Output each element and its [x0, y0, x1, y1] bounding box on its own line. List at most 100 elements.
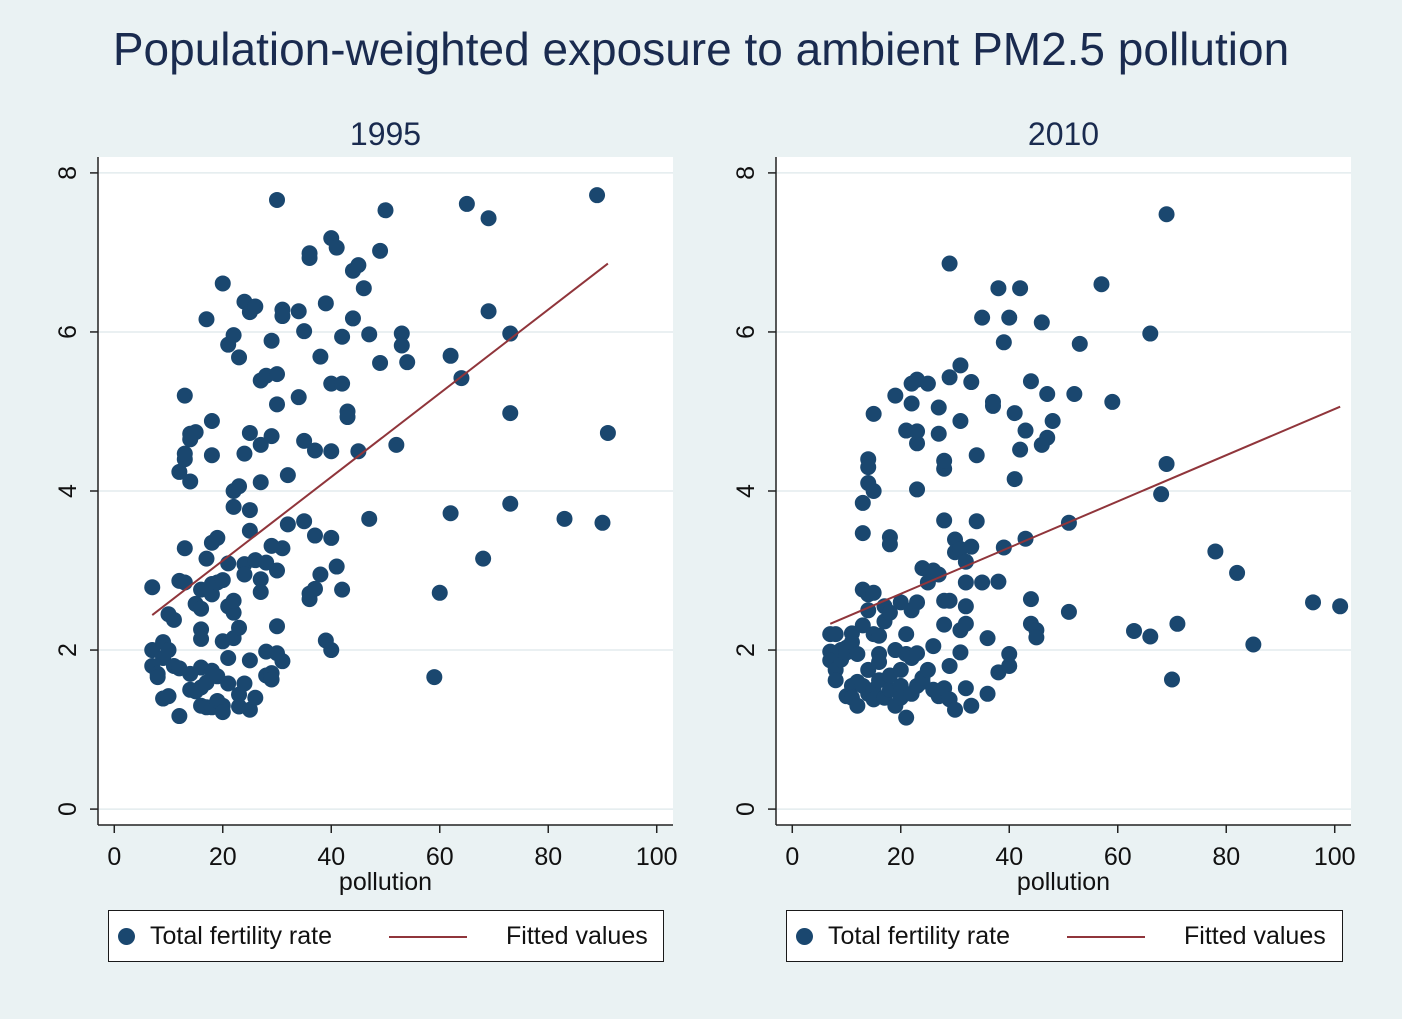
data-point [361, 510, 378, 527]
subplot-title: 2010 [1028, 116, 1099, 152]
data-point [854, 494, 871, 511]
data-point [269, 366, 286, 383]
data-point [1207, 543, 1224, 560]
data-point [990, 280, 1007, 297]
data-point [388, 436, 405, 453]
y-tick-label: 6 [54, 325, 82, 339]
data-point [1001, 657, 1018, 674]
legend-label-fitted: Fitted values [506, 922, 648, 950]
y-tick-label: 0 [732, 802, 760, 816]
data-point [377, 202, 394, 219]
data-point [193, 630, 210, 647]
data-point [860, 459, 877, 476]
data-point [963, 374, 980, 391]
legend-line-icon [389, 936, 467, 938]
data-point [480, 303, 497, 320]
data-point [236, 675, 253, 692]
data-point [334, 375, 351, 392]
data-point [1033, 314, 1050, 331]
data-point [1071, 335, 1088, 352]
data-point [892, 661, 909, 678]
data-point [231, 619, 248, 636]
data-point [203, 413, 220, 430]
x-tick-label: 20 [887, 843, 915, 871]
x-tick-label: 20 [209, 843, 237, 871]
data-point [247, 298, 264, 315]
data-point [1060, 603, 1077, 620]
data-point [984, 393, 1001, 410]
data-point [1039, 385, 1056, 402]
data-point [214, 704, 231, 721]
data-point [952, 413, 969, 430]
data-point [827, 672, 844, 689]
data-point [312, 348, 329, 365]
data-point [209, 529, 226, 546]
data-point [165, 611, 182, 628]
data-point [193, 600, 210, 617]
data-point [1229, 564, 1246, 581]
data-point [1028, 629, 1045, 646]
data-point [1012, 280, 1029, 297]
data-point [979, 685, 996, 702]
x-tick-label: 80 [534, 843, 562, 871]
data-point [871, 653, 888, 670]
data-point [198, 311, 215, 328]
data-point [247, 689, 264, 706]
data-point [1332, 598, 1349, 615]
data-point [936, 512, 953, 529]
data-point [1039, 429, 1056, 446]
data-point [252, 436, 269, 453]
data-point [442, 347, 459, 364]
data-point [909, 594, 926, 611]
data-point [323, 642, 340, 659]
data-point [957, 553, 974, 570]
data-point [990, 573, 1007, 590]
data-point [957, 680, 974, 697]
data-point [881, 536, 898, 553]
data-point [312, 566, 329, 583]
data-point [198, 550, 215, 567]
data-point [399, 354, 416, 371]
data-point [909, 423, 926, 440]
data-point [176, 445, 193, 462]
legend-2010: Total fertility rate Fitted values [786, 910, 1343, 962]
data-point [214, 275, 231, 292]
data-point [220, 650, 237, 666]
data-point [252, 474, 269, 491]
fitted-line [151, 262, 609, 616]
data-point [849, 697, 866, 714]
data-point [827, 626, 844, 643]
data-point [334, 581, 351, 598]
data-point [231, 478, 248, 495]
data-point [269, 562, 286, 579]
data-point [263, 332, 280, 349]
data-point [941, 369, 958, 386]
data-point [1158, 206, 1175, 223]
data-point [220, 675, 237, 692]
data-point [1245, 636, 1262, 653]
data-point [306, 442, 323, 459]
data-point [947, 701, 964, 718]
data-point [176, 387, 193, 404]
data-point [919, 661, 936, 678]
y-tick-label: 2 [54, 643, 82, 657]
data-point [328, 239, 345, 256]
y-tick-label: 0 [54, 802, 82, 816]
x-tick-label: 100 [1314, 843, 1356, 871]
data-point [502, 495, 519, 512]
data-point [1305, 594, 1322, 611]
panel-2010: 2010 0 2 4 6 8 0 20 40 60 80 100 pollution Total fer… [701, 0, 1402, 1019]
data-point [599, 424, 616, 441]
data-point [1066, 385, 1083, 402]
x-axis-label: pollution [1017, 868, 1110, 896]
data-point [344, 310, 361, 327]
data-point [898, 626, 915, 643]
y-tick-label: 8 [54, 166, 82, 180]
data-point [241, 424, 258, 441]
data-point [594, 514, 611, 531]
data-point [968, 447, 985, 464]
x-tick-label: 80 [1212, 843, 1240, 871]
data-point [328, 558, 345, 575]
data-point [231, 349, 248, 366]
legend-1995: Total fertility rate Fitted values [108, 910, 664, 962]
